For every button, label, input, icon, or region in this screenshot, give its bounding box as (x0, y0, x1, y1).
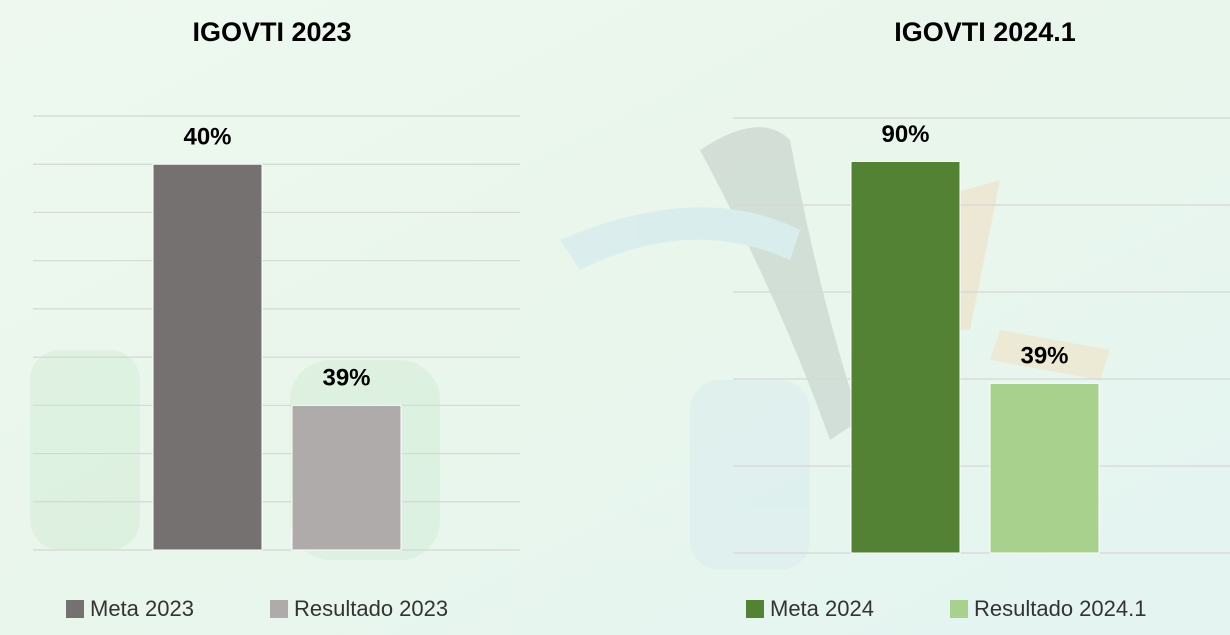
legend-label: Resultado 2024.1 (974, 596, 1146, 621)
value-label: 39% (1020, 343, 1068, 370)
chart-title: IGOVTI 2023 (192, 17, 351, 47)
bar (989, 382, 1100, 554)
legend-label: Resultado 2023 (294, 596, 448, 621)
chart-title: IGOVTI 2024.1 (894, 17, 1076, 47)
bar (152, 163, 263, 551)
legend-swatch (746, 600, 764, 618)
value-label: 90% (881, 121, 929, 148)
legend-swatch (270, 600, 288, 618)
legend-label: Meta 2023 (90, 596, 194, 621)
value-label: 40% (183, 124, 231, 151)
bar (850, 161, 961, 554)
legend-label: Meta 2024 (770, 596, 874, 621)
value-label: 39% (322, 365, 370, 392)
bar (291, 404, 402, 551)
legend-swatch (950, 600, 968, 618)
legend-swatch (66, 600, 84, 618)
